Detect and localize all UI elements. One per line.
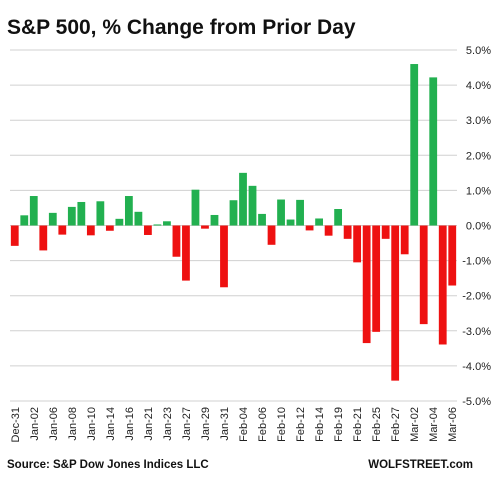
y-tick-label: -5.0% [462, 396, 491, 408]
bar [191, 189, 200, 226]
bar [305, 225, 314, 231]
bar [400, 225, 409, 255]
bar [267, 225, 276, 245]
y-tick-label: 2.0% [466, 150, 491, 162]
bar [144, 225, 152, 235]
bar [410, 64, 419, 226]
x-tick-label: Jan-14 [105, 407, 117, 441]
x-tick-label: Jan-16 [124, 407, 136, 441]
x-tick-label: Feb-25 [371, 407, 383, 442]
x-tick-label: Jan-08 [67, 407, 79, 441]
bar [48, 212, 57, 226]
x-tick-label: Feb-06 [257, 407, 269, 442]
bar [29, 196, 38, 226]
bar [20, 215, 29, 226]
bar [448, 225, 457, 286]
bar [258, 213, 266, 226]
x-tick-label: Jan-23 [162, 407, 174, 441]
bar [201, 225, 209, 229]
x-tick-label: Jan-31 [219, 407, 231, 441]
y-tick-label: 3.0% [466, 115, 491, 127]
x-tick-label: Feb-10 [276, 407, 288, 442]
x-tick-label: Mar-04 [428, 407, 440, 442]
bar [438, 225, 447, 345]
y-tick-label: -3.0% [462, 326, 491, 338]
bar [296, 199, 304, 226]
bar [239, 172, 247, 226]
y-tick-label: -4.0% [462, 361, 491, 373]
x-tick-labels: Dec-31 Jan-02 Jan-06 Jan-08 Jan-10 Jan-14 Jan-… [10, 407, 459, 442]
y-tick-label: 0.0% [466, 221, 491, 233]
x-tick-label: Feb-21 [352, 407, 364, 442]
bar [115, 218, 124, 226]
bar [124, 196, 133, 226]
y-tick-label: -1.0% [462, 256, 491, 268]
bar [58, 225, 67, 235]
bar [163, 221, 171, 226]
bar [39, 225, 48, 251]
bar [96, 201, 105, 226]
bar [419, 225, 428, 325]
bar [362, 225, 371, 344]
bar [229, 200, 238, 226]
y-tick-label: -2.0% [462, 291, 491, 303]
bar [10, 225, 19, 246]
bar [182, 225, 190, 281]
grid-lines [10, 49, 457, 402]
x-tick-label: Mar-06 [447, 407, 459, 442]
bar [334, 209, 343, 226]
x-tick-label: Mar-02 [409, 407, 421, 442]
bar [324, 225, 333, 236]
bar [343, 225, 352, 239]
y-tick-labels: 5.0% 4.0% 3.0% 2.0% 1.0% 0.0% -1.0% -2.0% -3.0% -… [462, 45, 491, 408]
x-tick-label: Jan-21 [143, 407, 155, 441]
x-tick-label: Feb-14 [314, 407, 326, 442]
bar [220, 225, 228, 288]
x-tick-label: Dec-31 [10, 407, 22, 442]
bar [134, 211, 143, 226]
bar [67, 206, 76, 226]
bar [391, 225, 400, 381]
x-tick-label: Feb-19 [333, 407, 345, 442]
bar [429, 77, 438, 226]
bar [77, 201, 86, 226]
x-tick-label: Jan-29 [200, 407, 212, 441]
bar [277, 199, 285, 226]
x-tick-label: Jan-06 [48, 407, 60, 441]
bar [172, 225, 181, 257]
chart-title: S&P 500, % Change from Prior Day [7, 16, 356, 39]
bar [86, 225, 95, 236]
x-tick-label: Jan-10 [86, 407, 98, 441]
bar [105, 225, 114, 231]
source-note: Source: S&P Dow Jones Indices LLC [7, 459, 209, 471]
x-tick-label: Feb-12 [295, 407, 307, 442]
bar [381, 225, 390, 239]
y-tick-label: 4.0% [466, 80, 491, 92]
y-tick-label: 1.0% [466, 185, 491, 197]
y-tick-label: 5.0% [466, 45, 491, 57]
bar [286, 219, 295, 226]
bar [153, 224, 162, 226]
x-tick-label: Feb-27 [390, 407, 402, 442]
brand-label: WOLFSTREET.com [368, 459, 473, 471]
bar [353, 225, 362, 263]
x-tick-label: Jan-02 [29, 407, 41, 441]
bar [315, 218, 323, 226]
x-tick-label: Jan-27 [181, 407, 193, 441]
bar [210, 214, 219, 226]
bars [10, 64, 457, 381]
bar [372, 225, 381, 332]
bar [248, 185, 257, 226]
x-tick-label: Feb-04 [238, 407, 250, 442]
